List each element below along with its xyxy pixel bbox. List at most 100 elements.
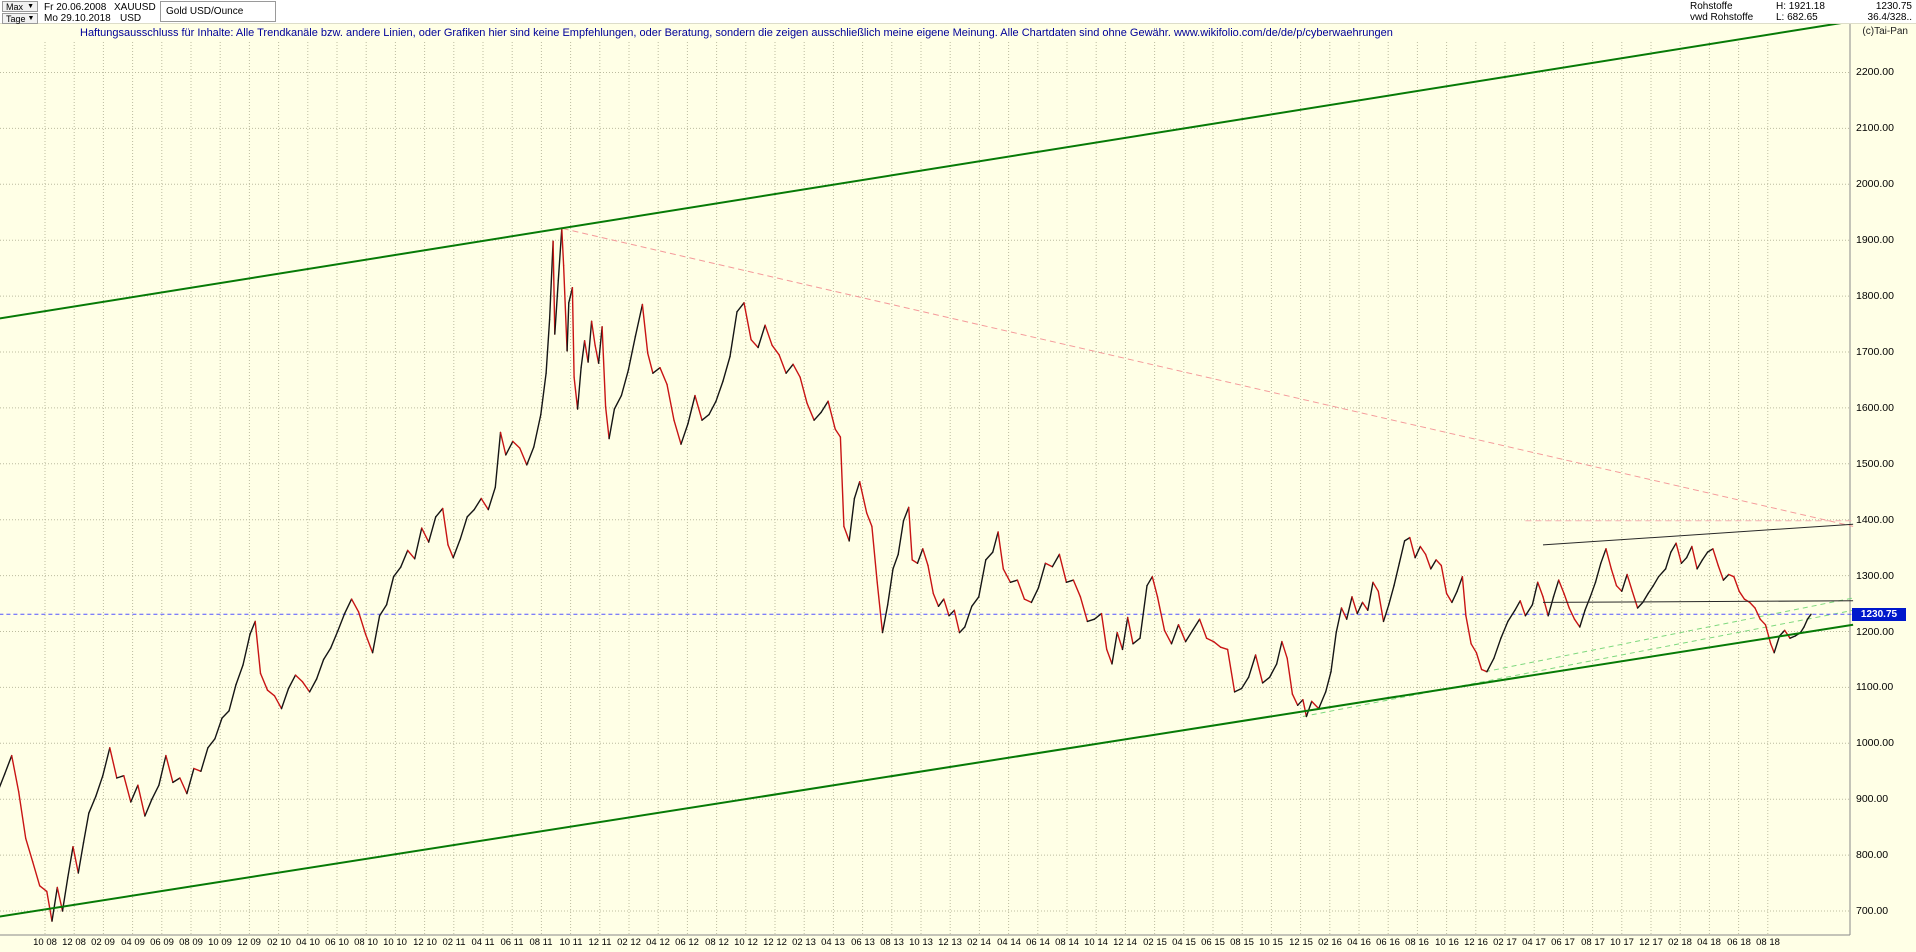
range-end-date[interactable]: Mo 29.10.2018 [44, 13, 111, 24]
y-tick-label: 2100.00 [1856, 122, 1894, 134]
x-tick-label: 08 10 [354, 937, 378, 948]
disclaimer-text: Haftungsausschluss für Inhalte: Alle Tre… [80, 27, 1393, 39]
toolbar: Max ▼ Fr 20.06.2008 Tage ▼ Mo 29.10.2018… [0, 0, 1916, 24]
x-tick-label: 04 16 [1347, 937, 1371, 948]
x-tick-label: 02 10 [267, 937, 291, 948]
ratio-label: 36.4/328.. [1867, 12, 1912, 23]
y-tick-label: 1200.00 [1856, 626, 1894, 638]
x-tick-label: 08 13 [880, 937, 904, 948]
trendline-upper-channel [0, 20, 1854, 320]
x-tick-label: 10 14 [1084, 937, 1108, 948]
x-tick-label: 10 12 [734, 937, 758, 948]
x-tick-label: 06 17 [1551, 937, 1575, 948]
x-tick-label: 08 18 [1756, 937, 1780, 948]
y-tick-label: 1300.00 [1856, 570, 1894, 582]
y-tick-label: 1800.00 [1856, 290, 1894, 302]
x-tick-label: 08 11 [529, 937, 553, 948]
y-tick-label: 800.00 [1856, 849, 1889, 861]
y-tick-label: 1700.00 [1856, 346, 1894, 358]
y-tick-label: 2000.00 [1856, 178, 1894, 190]
solid-trendlines [0, 20, 1854, 918]
x-tick-label: 04 12 [646, 937, 670, 948]
x-tick-label: 10 09 [208, 937, 232, 948]
symbol-currency-label: USD [120, 13, 142, 24]
range-dropdown-button[interactable]: Max ▼ [2, 1, 38, 12]
x-tick-label: 02 09 [91, 937, 115, 948]
x-tick-label: 02 11 [442, 937, 466, 948]
x-tick-label: 02 18 [1668, 937, 1692, 948]
last-price-label: 1230.75 [1875, 1, 1912, 12]
y-tick-label: 1400.00 [1856, 514, 1894, 526]
symbol-label: XAUUSD [114, 2, 156, 13]
dashed-trendlines [0, 228, 1854, 717]
trendline-light-support-1 [1302, 609, 1854, 717]
x-tick-label: 02 12 [617, 937, 641, 948]
low-value-label: L: 682.65 [1776, 12, 1818, 23]
x-tick-label: 08 17 [1581, 937, 1605, 948]
x-tick-label: 12 15 [1289, 937, 1313, 948]
x-tick-label: 10 17 [1610, 937, 1634, 948]
x-tick-label: 06 18 [1727, 937, 1751, 948]
x-tick-label: 06 15 [1201, 937, 1225, 948]
x-tick-label: 06 14 [1026, 937, 1050, 948]
range-start-date[interactable]: Fr 20.06.2008 [44, 2, 107, 13]
x-tick-label: 12 11 [588, 937, 612, 948]
gridlines [0, 42, 1850, 935]
category-label: Rohstoffe [1690, 1, 1733, 12]
x-tick-label: 04 13 [821, 937, 845, 948]
x-tick-label: 04 15 [1172, 937, 1196, 948]
y-tick-label: 1600.00 [1856, 402, 1894, 414]
y-tick-label: 1500.00 [1856, 458, 1894, 470]
period-dropdown-button[interactable]: Tage ▼ [2, 13, 38, 24]
y-tick-label: 1900.00 [1856, 234, 1894, 246]
x-tick-label: 10 16 [1435, 937, 1459, 948]
x-tick-label: 06 09 [150, 937, 174, 948]
x-tick-label: 08 16 [1405, 937, 1429, 948]
copyright-label: (c)Tai-Pan [1862, 26, 1908, 37]
x-tick-label: 10 13 [909, 937, 933, 948]
y-tick-label: 1100.00 [1856, 681, 1894, 693]
x-tick-label: 06 12 [675, 937, 699, 948]
x-tick-label: 06 13 [851, 937, 875, 948]
price-series [0, 227, 1812, 922]
quote-info-panel: Rohstoffe H: 1921.18 1230.75 vwd Rohstof… [1690, 1, 1912, 23]
x-tick-label: 04 18 [1697, 937, 1721, 948]
x-tick-label: 10 15 [1259, 937, 1283, 948]
x-tick-label: 02 14 [967, 937, 991, 948]
trendline-minor-flat-line [1542, 600, 1854, 603]
y-tick-label: 1000.00 [1856, 737, 1894, 749]
x-tick-label: 02 13 [792, 937, 816, 948]
x-tick-label: 04 09 [121, 937, 145, 948]
x-tick-label: 12 08 [62, 937, 86, 948]
instrument-select-box[interactable]: Gold USD/Ounce [160, 1, 276, 22]
x-tick-label: 12 09 [237, 937, 261, 948]
trendline-lower-channel [0, 623, 1854, 918]
x-tick-label: 08 09 [179, 937, 203, 948]
x-tick-label: 12 16 [1464, 937, 1488, 948]
range-dropdown-label: Max [6, 1, 24, 12]
feed-label: vwd Rohstoffe [1690, 12, 1754, 23]
x-tick-label: 06 11 [500, 937, 524, 948]
chevron-down-icon: ▼ [27, 3, 34, 10]
period-dropdown-label: Tage [6, 13, 26, 24]
x-tick-label: 02 16 [1318, 937, 1342, 948]
x-tick-label: 10 10 [383, 937, 407, 948]
x-tick-label: 08 15 [1230, 937, 1254, 948]
x-tick-label: 02 17 [1493, 937, 1517, 948]
y-tick-label: 700.00 [1856, 905, 1889, 917]
x-tick-label: 06 16 [1376, 937, 1400, 948]
y-tick-label: 2200.00 [1856, 66, 1894, 78]
x-tick-label: 02 15 [1143, 937, 1167, 948]
axis-frame [0, 24, 1851, 936]
y-tick-label: 900.00 [1856, 793, 1889, 805]
x-tick-label: 12 10 [413, 937, 437, 948]
chevron-down-icon: ▼ [27, 15, 35, 22]
x-tick-label: 06 10 [325, 937, 349, 948]
x-tick-label: 12 14 [1113, 937, 1137, 948]
trendline-descending-resistance [562, 228, 1854, 527]
x-tick-label: 04 14 [997, 937, 1021, 948]
x-tick-label: 10 11 [559, 937, 583, 948]
x-tick-label: 08 14 [1055, 937, 1079, 948]
x-tick-label: 10 08 [33, 937, 57, 948]
